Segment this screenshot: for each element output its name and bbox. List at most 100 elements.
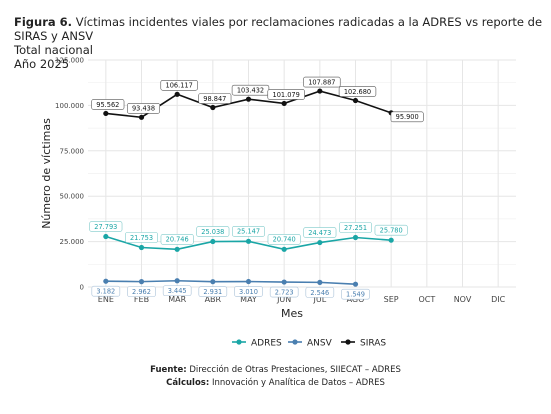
data-point-ansv	[245, 278, 252, 285]
chart-header: Figura 6. Víctimas incidentes viales por…	[14, 15, 551, 71]
data-label: 2.546	[310, 289, 329, 297]
data-label: 101.079	[273, 91, 300, 99]
legend-label-siras: SIRAS	[360, 339, 386, 349]
data-label: 2.962	[132, 288, 151, 296]
data-point-siras	[317, 88, 323, 94]
data-label-box	[160, 79, 198, 91]
y-tick-label: 75.000	[60, 147, 85, 155]
data-label-box	[267, 89, 305, 100]
data-point-adres	[138, 244, 145, 251]
x-tick-label: MAY	[240, 295, 257, 304]
legend-marker-ansv	[292, 339, 298, 345]
data-label-box	[198, 286, 228, 297]
data-label-box	[196, 226, 230, 237]
data-label-box	[338, 222, 372, 233]
data-point-siras	[138, 114, 145, 120]
data-label: 102.680	[344, 88, 371, 96]
data-point-siras	[245, 96, 252, 102]
x-tick-label: ENE	[98, 295, 114, 304]
data-label: 3.445	[168, 287, 187, 295]
data-label: 20.746	[166, 236, 189, 244]
data-point-adres	[352, 234, 359, 241]
data-label: 21.753	[130, 234, 153, 242]
chart-period: Año 2025	[14, 57, 70, 71]
x-tick-label: JUL	[312, 295, 326, 304]
x-tick-label: DIC	[491, 295, 506, 304]
data-label-box	[305, 287, 335, 298]
data-point-siras	[174, 91, 180, 97]
data-point-adres	[103, 233, 109, 240]
y-tick-label: 25.000	[60, 238, 85, 246]
chart-subtitle: Total nacional	[14, 43, 93, 57]
y-tick-label: 100.000	[55, 102, 84, 110]
data-label: 106.117	[166, 82, 193, 90]
data-label: 95.900	[396, 113, 419, 121]
data-point-adres	[281, 246, 287, 252]
data-point-siras	[103, 110, 109, 117]
data-label-box	[160, 234, 194, 245]
data-point-ansv	[103, 278, 109, 284]
data-point-ansv	[210, 279, 216, 285]
data-point-ansv	[352, 281, 359, 287]
data-label-box	[127, 286, 156, 297]
y-tick-label: 125.000	[55, 57, 84, 65]
data-label: 3.010	[239, 288, 258, 296]
calc-note: Cálculos: Innovación y Analítica de Dato…	[0, 377, 551, 389]
data-label-box	[91, 99, 125, 110]
data-label: 25.780	[380, 227, 403, 235]
data-label-box	[91, 285, 121, 297]
data-label: 107.887	[308, 78, 335, 86]
data-label-box	[89, 221, 123, 232]
data-point-adres	[317, 239, 323, 246]
data-label: 27.793	[94, 223, 117, 231]
legend-marker-siras	[345, 339, 351, 345]
data-label-box	[232, 226, 266, 237]
x-tick-label: FEB	[134, 295, 149, 304]
x-axis-title: Mes	[281, 307, 303, 320]
data-label: 25.147	[237, 228, 260, 236]
data-label: 3.182	[96, 288, 115, 296]
data-label-box	[341, 288, 370, 300]
source-label: Fuente:	[150, 365, 187, 375]
data-point-ansv	[317, 279, 323, 285]
data-label-box	[267, 234, 301, 245]
data-label: 2.723	[275, 288, 294, 296]
data-label-box	[374, 224, 408, 236]
data-label: 98.847	[203, 95, 226, 103]
source-note: Fuente: Dirección de Otras Prestaciones,…	[0, 364, 551, 376]
data-point-ansv	[281, 279, 287, 285]
data-label: 93.438	[132, 105, 155, 113]
data-label: 27.251	[344, 224, 367, 232]
data-label-box	[127, 103, 161, 114]
calc-text: Innovación y Analítica de Datos – ADRES	[211, 378, 385, 388]
series-line-ansv	[105, 279, 356, 285]
data-label-box	[303, 76, 341, 88]
data-point-siras	[352, 97, 359, 104]
x-tick-label: ABR	[205, 295, 222, 304]
x-tick-label: MAR	[168, 295, 186, 304]
data-label: 103.432	[237, 87, 264, 95]
data-point-ansv	[174, 278, 180, 284]
data-label-box	[234, 286, 263, 297]
data-point-siras	[281, 100, 287, 107]
chart-title: Víctimas incidentes viales por reclamaci…	[14, 15, 543, 43]
data-point-adres	[210, 238, 216, 245]
legend-label-adres: ADRES	[251, 339, 282, 349]
data-label-box	[198, 93, 232, 104]
data-label: 1.549	[346, 291, 365, 299]
data-label: 24.473	[308, 229, 331, 237]
data-label-box	[162, 285, 192, 297]
figure-label: Figura 6.	[14, 15, 73, 29]
legend-marker-adres	[236, 339, 242, 345]
x-tick-label: SEP	[384, 295, 399, 304]
data-label-box	[125, 232, 159, 243]
data-label: 25.038	[201, 228, 224, 236]
title-line: Figura 6. Víctimas incidentes viales por…	[14, 15, 551, 43]
x-tick-label: JUN	[276, 295, 291, 304]
data-point-adres	[388, 237, 394, 243]
data-point-adres	[174, 246, 180, 252]
data-label-box	[303, 227, 337, 238]
data-label: 95.562	[96, 101, 119, 109]
x-tick-label: NOV	[454, 295, 472, 304]
